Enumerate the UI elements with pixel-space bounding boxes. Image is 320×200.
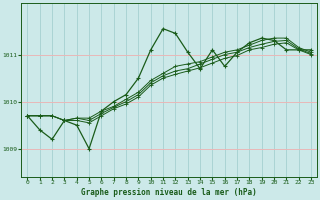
X-axis label: Graphe pression niveau de la mer (hPa): Graphe pression niveau de la mer (hPa) <box>81 188 257 197</box>
